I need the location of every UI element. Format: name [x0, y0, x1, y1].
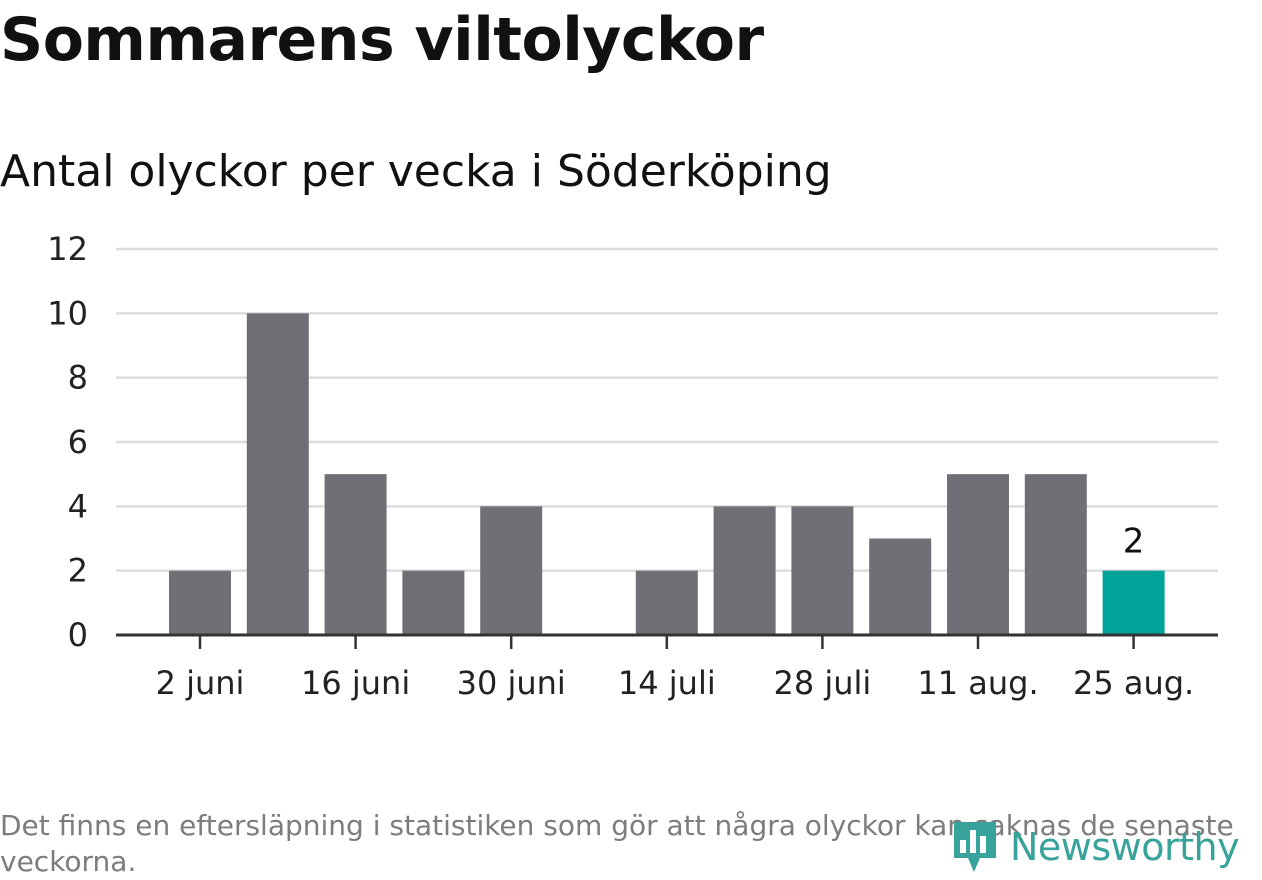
bar — [713, 506, 776, 635]
x-tick-label: 16 juni — [301, 664, 410, 702]
y-axis-ticks: 0 2 4 6 8 10 12 — [47, 230, 88, 654]
bar — [246, 313, 309, 635]
bar — [480, 506, 543, 635]
bar — [324, 474, 387, 635]
y-tick-label: 8 — [68, 359, 88, 397]
x-tick-label: 28 juli — [773, 664, 871, 702]
bar-highlight — [1102, 570, 1165, 635]
x-tick-label: 14 juli — [618, 664, 716, 702]
y-tick-label: 12 — [47, 230, 88, 268]
bar — [947, 474, 1009, 635]
x-tick-label: 25 aug. — [1073, 664, 1194, 702]
bar — [402, 570, 465, 635]
y-tick-label: 6 — [68, 423, 88, 461]
bars — [169, 313, 1165, 635]
data-label: 2 — [1123, 522, 1145, 562]
newsworthy-logo-icon — [954, 822, 996, 872]
bar — [791, 506, 854, 635]
footnote: Det finns en eftersläpning i statistiken… — [0, 809, 1234, 878]
y-tick-label: 4 — [68, 487, 88, 525]
chart-subtitle: Antal olyckor per vecka i Söderköping — [0, 146, 832, 197]
data-labels: 2 — [1123, 522, 1145, 562]
y-tick-label: 0 — [68, 616, 88, 654]
chart-title: Sommarens viltolyckor — [0, 5, 764, 75]
brand-name: Newsworthy — [1010, 825, 1240, 869]
y-tick-label: 2 — [68, 552, 88, 590]
x-tick-label: 2 juni — [156, 664, 245, 702]
x-tick-label: 30 juni — [457, 664, 566, 702]
bar — [1024, 474, 1087, 635]
bar — [635, 570, 698, 635]
x-axis: 2 juni 16 juni 30 juni 14 juli 28 juli 11 aug… — [116, 633, 1218, 702]
bar — [869, 538, 932, 635]
bar — [169, 570, 231, 635]
x-tick-label: 11 aug. — [917, 664, 1038, 702]
y-tick-label: 10 — [47, 294, 88, 332]
brand-logo: Newsworthy — [950, 818, 1240, 876]
